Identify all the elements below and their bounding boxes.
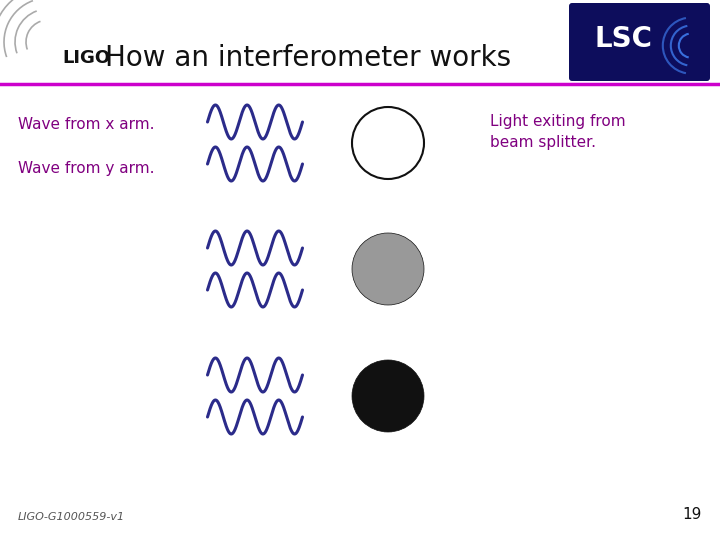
Text: LSC: LSC xyxy=(594,25,652,53)
Circle shape xyxy=(352,107,424,179)
FancyBboxPatch shape xyxy=(569,3,710,81)
Text: LIGO: LIGO xyxy=(62,49,110,67)
Text: 19: 19 xyxy=(683,507,702,522)
Text: Wave from x arm.: Wave from x arm. xyxy=(18,118,155,132)
Text: LIGO-G1000559-v1: LIGO-G1000559-v1 xyxy=(18,512,125,522)
Text: How an interferometer works: How an interferometer works xyxy=(105,44,511,72)
Text: Light exiting from
beam splitter.: Light exiting from beam splitter. xyxy=(490,114,626,150)
Text: Wave from y arm.: Wave from y arm. xyxy=(18,160,155,176)
Circle shape xyxy=(352,233,424,305)
Circle shape xyxy=(352,360,424,432)
